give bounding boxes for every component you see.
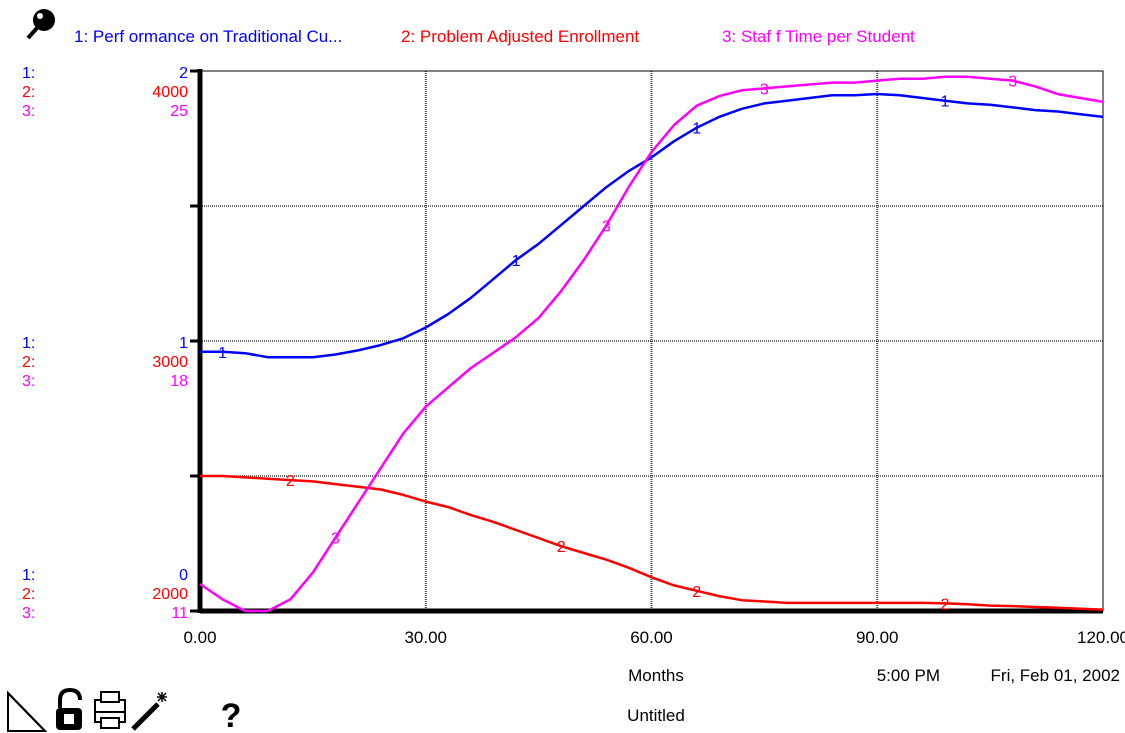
- axis-scale-value: 3000: [152, 354, 188, 371]
- x-axis-tick-labels: 0.00 30.00 60.00 90.00 120.00: [183, 628, 1125, 647]
- axis-scale-series-number: 2:: [22, 354, 35, 371]
- axis-scale-value: 25: [170, 103, 188, 120]
- x-tick-label: 120.00: [1077, 628, 1125, 647]
- series-marker-2: 2: [692, 584, 701, 601]
- series-marker-2: 2: [941, 596, 950, 613]
- series-markers: 1 1 1 1 2 2 2 2 3 3 3 3: [218, 74, 1017, 614]
- series-lines: [199, 75, 1104, 613]
- timestamp-time: 5:00 PM: [877, 666, 940, 685]
- lock-icon[interactable]: [56, 687, 82, 730]
- legend-series-2: 2: Problem Adjusted Enrollment: [401, 27, 639, 46]
- series-marker-1: 1: [941, 94, 950, 111]
- series-marker-3: 3: [602, 218, 611, 235]
- axis-scale-value: 1: [179, 335, 188, 352]
- toolbar: ?: [7, 687, 242, 733]
- axis-scale-series-number: 3:: [22, 605, 35, 622]
- x-tick-label: 30.00: [404, 628, 447, 647]
- magic-wand-icon[interactable]: [131, 692, 167, 731]
- pad-icon[interactable]: [26, 9, 55, 40]
- series-marker-1: 1: [692, 121, 701, 138]
- axis-scale-value: 4000: [152, 84, 188, 101]
- axis-scale-value: 0: [179, 567, 188, 584]
- series-marker-1: 1: [512, 253, 521, 270]
- grid-lines: [200, 71, 1103, 611]
- x-tick-label: 0.00: [183, 628, 216, 647]
- series-line-3: [199, 75, 1104, 613]
- axis-scale-value: 2: [179, 65, 188, 82]
- x-tick-label: 90.00: [856, 628, 899, 647]
- legend-series-3: 3: Staf f Time per Student: [722, 27, 915, 46]
- axis-scale-value: 11: [171, 605, 188, 622]
- series-marker-2: 2: [286, 473, 295, 490]
- page-corner-icon[interactable]: [7, 690, 48, 732]
- axis-scale-series-number: 1:: [22, 65, 35, 82]
- legend-series-1: 1: Perf ormance on Traditional Cu...: [74, 27, 342, 46]
- timestamp-date: Fri, Feb 01, 2002: [991, 666, 1120, 685]
- x-axis-label: Months: [628, 666, 684, 685]
- axis-scale-series-number: 2:: [22, 586, 35, 603]
- axis-scale-series-number: 3:: [22, 103, 35, 120]
- x-tick-label: 60.00: [630, 628, 673, 647]
- series-line-2: [200, 474, 1104, 611]
- help-icon[interactable]: ?: [221, 697, 242, 733]
- series-marker-3: 3: [331, 531, 340, 548]
- series-marker-3: 3: [760, 81, 769, 98]
- axis-scale-value: 2000: [152, 586, 188, 603]
- y-axis-scales: 1: 2 2: 4000 3: 25 1: 1 2: 3000 3: 18 1: 0 2: 2000 3: 11: [22, 65, 188, 622]
- axis-scale-series-number: 1:: [22, 567, 35, 584]
- legend: 1: Perf ormance on Traditional Cu... 2: …: [26, 9, 915, 46]
- axis-scale-value: 18: [170, 373, 188, 390]
- axis-scale-series-number: 1:: [22, 335, 35, 352]
- plot-area: 1 1 1 1 2 2 2 2 3 3 3 3: [190, 69, 1104, 614]
- print-icon[interactable]: [94, 691, 126, 729]
- axis-scale-series-number: 2:: [22, 84, 35, 101]
- y-axis-ticks: [190, 69, 202, 613]
- series-marker-1: 1: [218, 345, 227, 362]
- series-marker-3: 3: [1008, 74, 1017, 91]
- series-line-1: [200, 92, 1104, 359]
- axis-scale-series-number: 3:: [22, 373, 35, 390]
- graph-title: Untitled: [627, 706, 685, 725]
- series-marker-2: 2: [557, 539, 566, 556]
